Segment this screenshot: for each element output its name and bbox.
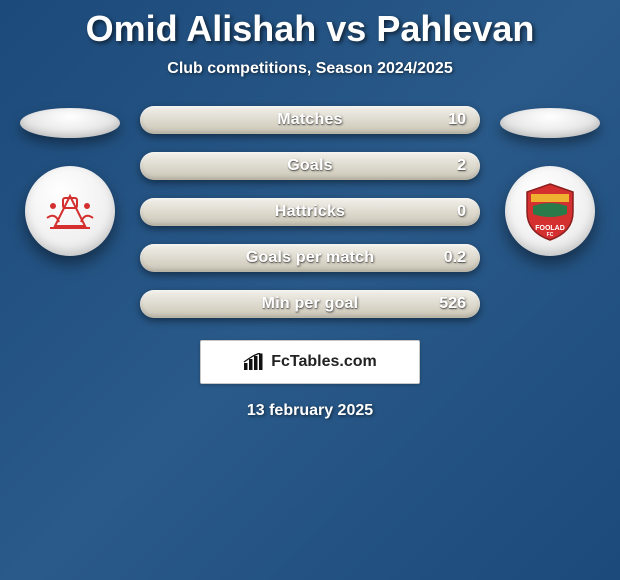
stat-value: 0 [457,203,466,221]
left-logo-disc [25,166,115,256]
stat-label: Min per goal [262,295,359,313]
brand-text: FcTables.com [271,353,377,371]
infographic-container: Omid Alishah vs Pahlevan Club competitio… [0,0,620,420]
stat-value: 10 [448,111,466,129]
stat-value: 0.2 [444,249,466,267]
stat-row-matches: Matches 10 [140,106,480,134]
svg-text:FOOLAD: FOOLAD [535,225,565,232]
brand-box: FcTables.com [200,340,420,384]
stat-label: Hattricks [275,203,345,221]
left-column [10,106,130,256]
left-pedestal-disc [20,108,120,138]
stat-row-goals: Goals 2 [140,152,480,180]
right-pedestal-disc [500,108,600,138]
stat-row-min-per-goal: Min per goal 526 [140,290,480,318]
stat-label: Goals [287,157,332,175]
stat-row-goals-per-match: Goals per match 0.2 [140,244,480,272]
bar-chart-icon [243,353,265,371]
right-column: FOOLAD FC [490,106,610,256]
stat-label: Goals per match [246,249,374,267]
svg-text:FC: FC [547,232,554,238]
stat-value: 526 [439,295,466,313]
stat-row-hattricks: Hattricks 0 [140,198,480,226]
right-logo-disc: FOOLAD FC [505,166,595,256]
stat-value: 2 [457,157,466,175]
stat-label: Matches [277,111,342,129]
stats-wrap: Matches 10 Goals 2 Hattricks 0 Goals per… [0,106,620,318]
right-club-logo: FOOLAD FC [515,176,585,246]
page-subtitle: Club competitions, Season 2024/2025 [167,60,452,78]
page-title: Omid Alishah vs Pahlevan [86,8,535,50]
left-club-logo [35,176,105,246]
date-line: 13 february 2025 [247,402,373,420]
stats-column: Matches 10 Goals 2 Hattricks 0 Goals per… [130,106,490,318]
